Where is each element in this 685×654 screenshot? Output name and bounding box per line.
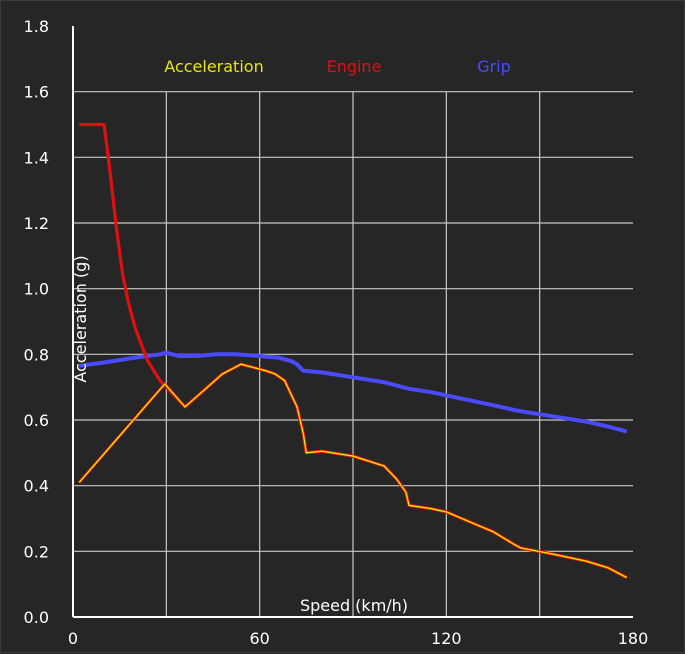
y-tick-label: 1.6 xyxy=(24,83,49,102)
grip-line xyxy=(78,350,628,434)
legend-acceleration: Acceleration xyxy=(164,57,263,76)
y-tick-label: 0.6 xyxy=(24,411,49,430)
y-axis-title: Acceleration (g) xyxy=(71,255,90,382)
x-tick-label: 60 xyxy=(249,629,269,648)
axes xyxy=(72,26,633,618)
acceleration-line xyxy=(78,363,628,579)
x-axis-title: Speed (km/h) xyxy=(300,596,408,615)
y-tick-label: 0.8 xyxy=(24,345,49,364)
y-tick-label: 1.2 xyxy=(24,214,49,233)
x-tick-label: 0 xyxy=(68,629,78,648)
y-tick-label: 1.0 xyxy=(24,280,49,299)
y-tick-label: 0.4 xyxy=(24,477,49,496)
series-lines xyxy=(78,122,628,580)
grid-lines xyxy=(73,91,633,617)
x-tick-label: 180 xyxy=(618,629,649,648)
x-tick-label: 120 xyxy=(431,629,462,648)
y-tick-label: 1.4 xyxy=(24,148,49,167)
tick-labels: 0.0 0.2 0.4 0.6 0.8 1.0 1.2 1.4 1.6 1.8 0 60 120 180 xyxy=(24,17,649,648)
legend-engine: Engine xyxy=(327,57,382,76)
legend: Acceleration Engine Grip xyxy=(164,57,511,76)
y-tick-label: 0.0 xyxy=(24,608,49,627)
y-tick-label: 0.2 xyxy=(24,542,49,561)
y-tick-label: 1.8 xyxy=(24,17,49,36)
legend-grip: Grip xyxy=(477,57,511,76)
